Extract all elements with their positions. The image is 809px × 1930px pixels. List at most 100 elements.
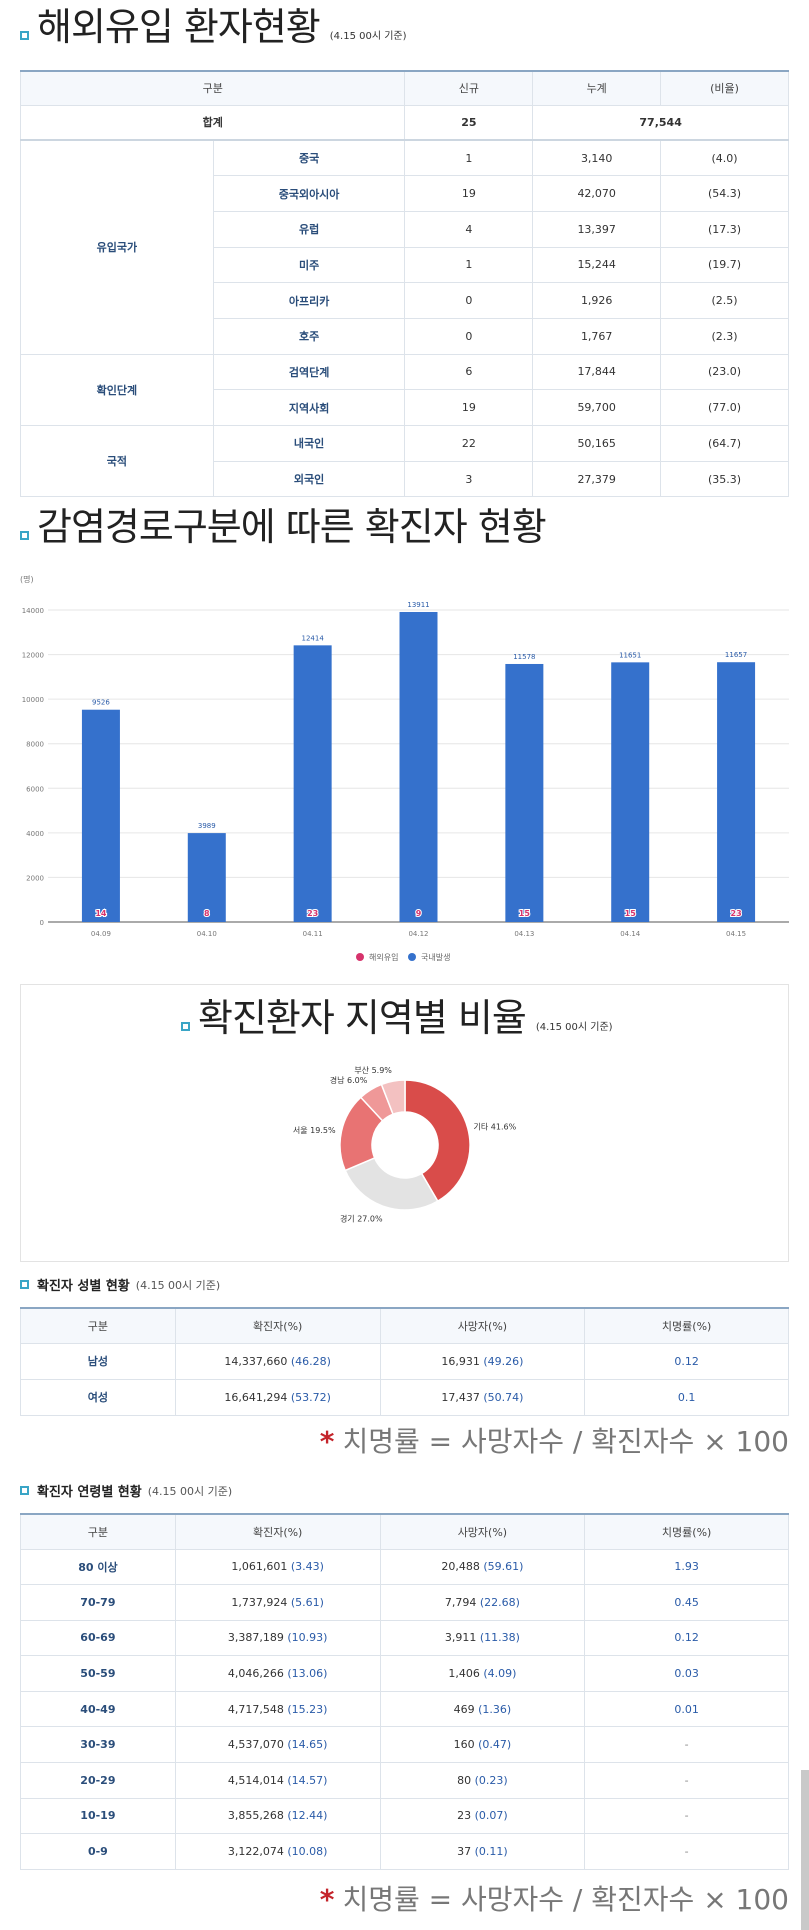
donut-slice[interactable] [404,1079,471,1203]
row-label: 40-49 [20,1690,176,1728]
row-ratio: (77.0) [660,389,789,426]
region-section-title: 확진환자 지역별 비율 (4.15 00시 기준) [181,999,613,1037]
row-label: 미주 [212,246,406,284]
import-total-row: 합계 25 77,544 [19,104,789,141]
donut-slice-label: 부산 5.9% [354,1065,392,1075]
region-stamp: (4.15 00시 기준) [535,1022,613,1033]
row-new: 19 [404,389,534,426]
donut-slice[interactable] [344,1156,439,1211]
bar-domestic[interactable] [399,611,438,922]
row-ratio: (17.3) [660,210,789,248]
bar-domestic[interactable] [717,662,756,922]
table-row: 중국외아시아 19 42,070 (54.3) [21,175,789,212]
row-label: 아프리카 [212,282,406,319]
donut-slice[interactable] [380,1079,406,1116]
row-label: 여성 [20,1378,176,1416]
bar-import-value-label: 23 [307,909,318,918]
row-cum: 27,379 [532,460,662,498]
row-cum: 1,926 [532,282,662,319]
y-tick-label: 12000 [22,652,44,660]
group-label: 확인단계 [20,353,214,427]
table-row: 60-69 3,387,189 (10.93) 3,911 (11.38) 0.… [20,1619,789,1657]
legend-domestic[interactable]: 국내발생 [421,952,450,962]
scrollbar-thumb[interactable] [801,1770,809,1930]
import-table: 구분 신규 누계 (비율) 합계 25 77,544 유입국가 중국 1 3,1… [19,70,789,498]
square-bullet-icon [20,1486,29,1495]
y-tick-label: 8000 [26,741,44,749]
age-table: 구분 확진자(%) 사망자(%) 치명률(%) 80 이상 1,061,601 … [20,1513,789,1870]
bar-domestic[interactable] [187,833,226,922]
bar-domestic[interactable] [293,645,332,922]
row-cum: 42,070 [532,175,662,212]
row-fatality: 0.03 [584,1655,789,1692]
row-new: 19 [404,175,534,212]
bar-value-label: 11651 [619,651,641,659]
import-header-category: 구분 [19,70,406,106]
row-new: 4 [404,210,534,248]
bar-import-value-label: 23 [731,909,742,918]
route-bar-chart: (명) 0 2000 4000 6000 8000 10000 12000 14000 952… [20,574,789,962]
bar-domestic[interactable] [611,662,650,922]
bar-value-label: 11578 [513,653,535,661]
row-deaths: 17,437 (50.74) [379,1378,586,1416]
total-new: 25 [404,104,534,141]
row-fatality: 0.12 [584,1619,789,1657]
row-fatality: - [584,1726,789,1764]
table-row: 20-29 4,514,014 (14.57) 80 (0.23) - [20,1762,789,1799]
table-row: 남성 14,337,660 (46.28) 16,931 (49.26) 0.1… [20,1342,789,1380]
age-header-fatality: 치명률(%) [584,1513,789,1550]
row-label: 0-9 [20,1833,176,1870]
table-row: 50-59 4,046,266 (13.06) 1,406 (4.09) 0.0… [20,1655,789,1692]
chart-unit-label: (명) [20,574,34,584]
row-confirmed: 3,855,268 (12.44) [174,1797,381,1835]
formula-text: 치명률 = 사망자수 / 확진자수 × 100 [342,1883,789,1916]
legend-import[interactable]: 해외유입 [369,952,398,962]
import-title: 해외유입 환자현황 [37,5,321,49]
group-label: 유입국가 [20,139,214,355]
row-confirmed: 3,122,074 (10.08) [174,1833,381,1870]
row-label: 지역사회 [212,389,406,426]
row-deaths: 7,794 (22.68) [379,1584,586,1621]
region-title: 확진환자 지역별 비율 [198,996,527,1040]
fatality-formula-note: * 치명률 = 사망자수 / 확진자수 × 100 [320,1420,789,1460]
row-deaths: 16,931 (49.26) [379,1342,586,1380]
row-new: 6 [404,353,534,391]
row-label: 내국인 [212,425,406,462]
chart-legend: 해외유입 국내발생 [356,952,450,962]
x-tick-label: 04.15 [726,930,746,938]
row-fatality: 0.12 [584,1342,789,1380]
row-cum: 3,140 [532,139,662,177]
row-deaths: 23 (0.07) [379,1797,586,1835]
row-ratio: (54.3) [660,175,789,212]
row-confirmed: 16,641,294 (53.72) [174,1378,381,1416]
legend-marker-domestic [408,953,416,961]
row-new: 0 [404,317,534,355]
row-new: 3 [404,460,534,498]
table-row: 확인단계 검역단계 6 17,844 (23.0) [20,353,789,427]
legend-marker-import [356,953,364,961]
bar-domestic[interactable] [81,709,120,922]
row-label: 남성 [20,1342,176,1380]
asterisk-icon: * [319,1425,335,1458]
row-confirmed: 14,337,660 (46.28) [174,1342,381,1380]
import-header-cum: 누계 [532,70,662,106]
row-new: 1 [404,246,534,284]
gender-header-confirmed: 확진자(%) [174,1307,381,1344]
square-bullet-icon [181,1022,190,1031]
row-fatality: - [584,1797,789,1835]
row-confirmed: 3,387,189 (10.93) [174,1619,381,1657]
y-tick-label: 10000 [22,696,44,704]
bar-domestic[interactable] [505,663,544,922]
table-row: 미주 1 15,244 (19.7) [21,246,789,284]
x-tick-label: 04.14 [620,930,641,938]
y-tick-label: 2000 [26,874,44,882]
table-row: 여성 16,641,294 (53.72) 17,437 (50.74) 0.1 [20,1378,789,1416]
row-confirmed: 4,717,548 (15.23) [174,1690,381,1728]
row-confirmed: 4,514,014 (14.57) [174,1762,381,1799]
age-section-title: 확진자 연령별 현황 (4.15 00시 기준) [20,1481,232,1500]
row-deaths: 80 (0.23) [379,1762,586,1799]
route-section-title: 감염경로구분에 따른 확진자 현황 [20,508,547,546]
donut-slice-label: 기타 41.6% [474,1122,517,1131]
row-cum: 59,700 [532,389,662,426]
row-new: 0 [404,282,534,319]
